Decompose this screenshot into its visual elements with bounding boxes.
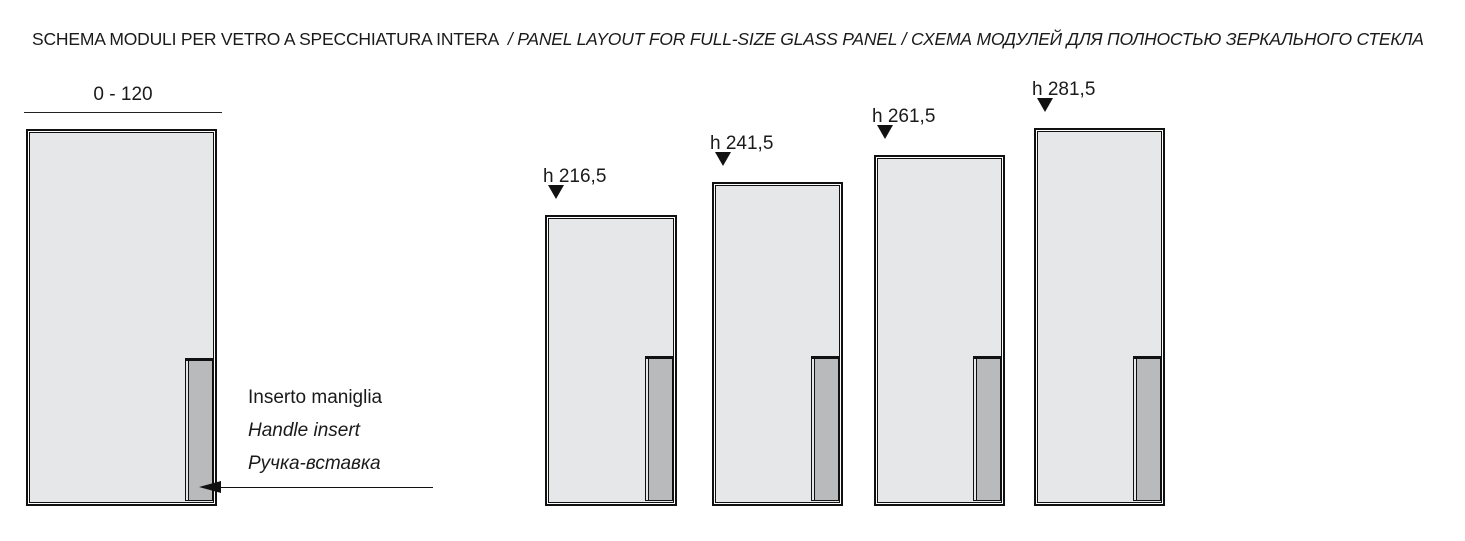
handle-callout-it: Inserto maniglia [248, 387, 383, 408]
triangle-down-icon [548, 185, 564, 199]
title-italian: SCHEMA MODULI PER VETRO A SPECCHIATURA I… [32, 29, 499, 49]
height-label: h 281,5 [1032, 79, 1096, 100]
triangle-down-icon [715, 152, 731, 166]
triangle-down-icon [877, 125, 893, 139]
handle-insert [185, 358, 213, 501]
triangle-down-icon [1037, 98, 1053, 112]
handle-callout-en: Handle insert [248, 420, 360, 441]
height-label: h 261,5 [872, 106, 936, 127]
module-panel [712, 182, 843, 506]
module-panel [1034, 128, 1165, 506]
handle-insert [645, 356, 673, 501]
page-title: SCHEMA MODULI PER VETRO A SPECCHIATURA I… [32, 29, 1424, 50]
module-panel [874, 155, 1005, 506]
reference-panel [26, 129, 217, 506]
height-module-216: h 216,5 [543, 166, 677, 506]
panel-face [29, 132, 214, 503]
module-panel [545, 215, 677, 506]
height-label: h 241,5 [710, 133, 774, 154]
handle-insert [811, 356, 839, 501]
callout-arrow-line [204, 487, 433, 488]
height-module-281: h 281,5 [1032, 79, 1165, 506]
height-module-261: h 261,5 [872, 106, 1005, 506]
handle-callout-ru: Ручка-вставка [248, 453, 381, 474]
height-module-241: h 241,5 [710, 133, 843, 506]
handle-insert [1133, 356, 1161, 501]
arrow-left-icon [199, 481, 221, 493]
handle-insert [973, 356, 1001, 501]
width-dimension-line [24, 112, 222, 113]
handle-callout: Inserto maniglia Handle insert Ручка-вст… [248, 381, 382, 480]
width-dimension-label: 0 - 120 [93, 84, 153, 105]
title-translations: / PANEL LAYOUT FOR FULL-SIZE GLASS PANEL… [507, 29, 1424, 49]
height-label: h 216,5 [543, 166, 607, 187]
